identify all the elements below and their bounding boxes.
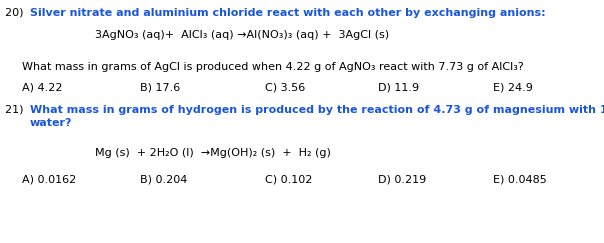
- Text: Mg (s)  + 2H₂O (l)  →Mg(OH)₂ (s)  +  H₂ (g): Mg (s) + 2H₂O (l) →Mg(OH)₂ (s) + H₂ (g): [95, 148, 331, 158]
- Text: C) 0.102: C) 0.102: [265, 175, 312, 185]
- Text: B) 0.204: B) 0.204: [140, 175, 187, 185]
- Text: 21): 21): [5, 105, 27, 115]
- Text: D) 0.219: D) 0.219: [378, 175, 426, 185]
- Text: What mass in grams of AgCl is produced when 4.22 g of AgNO₃ react with 7.73 g of: What mass in grams of AgCl is produced w…: [22, 62, 524, 72]
- Text: Silver nitrate and aluminium chloride react with each other by exchanging anions: Silver nitrate and aluminium chloride re…: [30, 8, 545, 18]
- Text: What mass in grams of hydrogen is produced by the reaction of 4.73 g of magnesiu: What mass in grams of hydrogen is produc…: [30, 105, 604, 115]
- Text: water?: water?: [30, 118, 72, 128]
- Text: C) 3.56: C) 3.56: [265, 82, 305, 92]
- Text: E) 24.9: E) 24.9: [493, 82, 533, 92]
- Text: 3AgNO₃ (aq)+  AlCl₃ (aq) →Al(NO₃)₃ (aq) +  3AgCl (s): 3AgNO₃ (aq)+ AlCl₃ (aq) →Al(NO₃)₃ (aq) +…: [95, 30, 389, 40]
- Text: D) 11.9: D) 11.9: [378, 82, 419, 92]
- Text: E) 0.0485: E) 0.0485: [493, 175, 547, 185]
- Text: 20): 20): [5, 8, 27, 18]
- Text: B) 17.6: B) 17.6: [140, 82, 180, 92]
- Text: A) 0.0162: A) 0.0162: [22, 175, 76, 185]
- Text: A) 4.22: A) 4.22: [22, 82, 62, 92]
